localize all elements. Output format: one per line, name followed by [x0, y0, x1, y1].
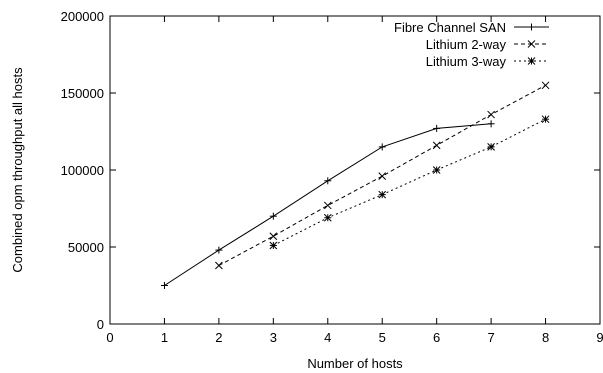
y-tick-label: 200000: [61, 9, 104, 24]
x-tick-label: 1: [161, 330, 168, 345]
data-point: [323, 213, 332, 222]
y-tick-label: 0: [97, 317, 104, 332]
data-point: [487, 120, 495, 128]
x-tick-label: 7: [487, 330, 494, 345]
y-tick-label: 100000: [61, 163, 104, 178]
data-point: [487, 110, 495, 119]
data-point: [541, 81, 550, 90]
data-point: [215, 261, 223, 270]
data-point: [160, 282, 168, 289]
data-point: [432, 166, 441, 174]
y-tick-label: 50000: [68, 240, 104, 255]
x-tick-labels: 0 1 2 3 4 5 6 7 8 9: [106, 330, 603, 345]
data-point: [527, 57, 536, 65]
x-tick-label: 3: [270, 330, 277, 345]
data-point: [269, 212, 277, 220]
legend-item: Lithium 2-way: [426, 37, 549, 52]
legend-item: Lithium 3-way: [426, 54, 549, 69]
data-point: [269, 232, 278, 241]
series-1: [160, 120, 495, 289]
data-point: [528, 23, 535, 31]
series-layer: [160, 81, 550, 289]
x-tick-label: 8: [542, 330, 549, 345]
data-point: [215, 246, 223, 254]
plot-frame: [109, 15, 601, 325]
x-tick-label: 2: [215, 330, 222, 345]
x-tick-label: 5: [379, 330, 386, 345]
series-line: [273, 118, 546, 246]
legend: Fibre Channel SAN Lithium 2-way Lithium 3-…: [394, 20, 549, 69]
y-axis-label: Combined opm throughput all hosts: [10, 67, 25, 273]
data-point: [269, 241, 278, 250]
x-tick-label: 0: [106, 330, 113, 345]
series-line: [164, 123, 492, 286]
series-2: [215, 81, 550, 270]
data-point: [541, 115, 550, 124]
legend-item: Fibre Channel SAN: [394, 20, 549, 35]
x-tick-label: 6: [433, 330, 440, 345]
data-point: [527, 40, 536, 48]
y-tick-label: 150000: [61, 86, 104, 101]
series-3: [269, 115, 550, 250]
data-point: [432, 141, 441, 150]
data-point: [323, 201, 332, 210]
legend-label: Fibre Channel SAN: [394, 20, 506, 35]
legend-label: Lithium 3-way: [426, 54, 507, 69]
y-tick-labels: 0 50000 100000 150000 200000: [61, 9, 104, 332]
data-point: [433, 124, 441, 132]
data-point: [378, 190, 387, 199]
axis-ticks: [110, 16, 600, 324]
data-point: [487, 143, 495, 151]
x-axis-label: Number of hosts: [307, 356, 403, 371]
data-point: [378, 143, 386, 151]
series-line: [218, 84, 546, 266]
legend-label: Lithium 2-way: [426, 37, 507, 52]
data-point: [324, 177, 332, 185]
x-tick-label: 4: [324, 330, 331, 345]
data-point: [378, 172, 387, 181]
x-tick-label: 9: [596, 330, 603, 345]
